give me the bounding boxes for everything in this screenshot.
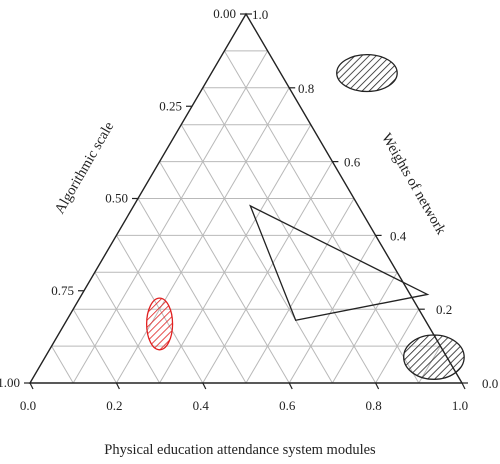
right-tick-label: 0.0	[482, 376, 498, 391]
grid-line	[51, 345, 74, 384]
grid-line	[137, 198, 247, 384]
right-tick-label: 0.8	[298, 81, 314, 96]
right-axis-title: Weights of network	[378, 131, 449, 238]
grid-lines	[51, 50, 441, 384]
grid-line	[375, 308, 420, 384]
grid-line	[94, 272, 161, 384]
bottom-tick	[29, 382, 34, 390]
bottom-tick	[375, 382, 380, 390]
bottom-tick	[115, 382, 120, 390]
grid-line	[288, 235, 377, 384]
left-tick-label: 0.75	[51, 283, 74, 298]
grid-line	[223, 50, 420, 384]
bottom-tick	[288, 382, 293, 390]
bottom-tick-label: 0.2	[106, 398, 122, 413]
bottom-tick-label: 0.6	[279, 398, 296, 413]
regions	[145, 53, 465, 380]
right-tick-label: 1.0	[252, 7, 268, 22]
bottom-tick	[202, 382, 207, 390]
grid-line	[159, 124, 312, 384]
grid-line	[72, 308, 117, 384]
hatched-region-ellipse	[336, 53, 398, 93]
grid-line	[331, 272, 398, 384]
grid-line	[180, 124, 333, 384]
bottom-tick-label: 0.4	[193, 398, 210, 413]
hatched-region-ellipse	[403, 334, 465, 380]
grid-line	[245, 198, 355, 384]
tick-labels: 0.0 0.2 0.4 0.6 0.8 1.0 0.0 0.2 0.4 0.6 0.8 1.0 0.00…	[0, 6, 498, 413]
bottom-tick-label: 0.8	[365, 398, 381, 413]
left-tick-label: 1.00	[0, 375, 20, 390]
right-tick-label: 0.6	[344, 155, 361, 170]
bottom-axis-title: Physical education attendance system mod…	[104, 442, 376, 458]
hatched-region-ellipse	[145, 297, 174, 351]
data-polygon	[249, 204, 430, 322]
bottom-tick	[461, 382, 466, 390]
right-tick-label: 0.2	[436, 302, 452, 317]
bottom-tick-label: 0.0	[20, 398, 36, 413]
right-tick-label: 0.4	[390, 228, 407, 243]
grid-line	[72, 50, 269, 384]
left-tick-label: 0.25	[159, 98, 182, 113]
left-tick-label: 0.00	[213, 6, 236, 21]
bottom-tick-label: 1.0	[452, 398, 468, 413]
left-tick-label: 0.50	[105, 191, 128, 206]
